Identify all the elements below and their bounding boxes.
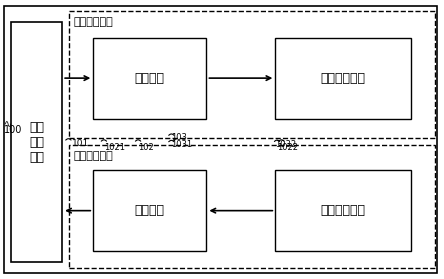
Text: 第二天线组件: 第二天线组件 <box>73 151 113 161</box>
Bar <box>69 11 435 138</box>
Text: 1022: 1022 <box>278 143 298 152</box>
Text: 103: 103 <box>171 133 187 142</box>
Text: 100: 100 <box>4 125 22 135</box>
Bar <box>93 170 206 251</box>
Text: 1031: 1031 <box>171 140 192 149</box>
Bar <box>275 38 411 119</box>
Text: 第一天线组件: 第一天线组件 <box>73 17 113 27</box>
Bar <box>11 22 62 262</box>
Text: 发射天线单元: 发射天线单元 <box>321 72 365 85</box>
Text: 101: 101 <box>72 140 90 148</box>
Bar <box>93 38 206 119</box>
Text: ∿: ∿ <box>4 119 12 129</box>
Text: 1021: 1021 <box>104 143 125 152</box>
Text: 1032: 1032 <box>275 140 297 149</box>
Text: 102: 102 <box>138 143 153 152</box>
Text: 接收天线单元: 接收天线单元 <box>321 204 365 217</box>
Text: 发射通路: 发射通路 <box>135 72 165 85</box>
Bar <box>275 170 411 251</box>
Bar <box>69 145 435 268</box>
Text: 接收通路: 接收通路 <box>135 204 165 217</box>
Text: 信号
收发
单元: 信号 收发 单元 <box>29 121 44 164</box>
